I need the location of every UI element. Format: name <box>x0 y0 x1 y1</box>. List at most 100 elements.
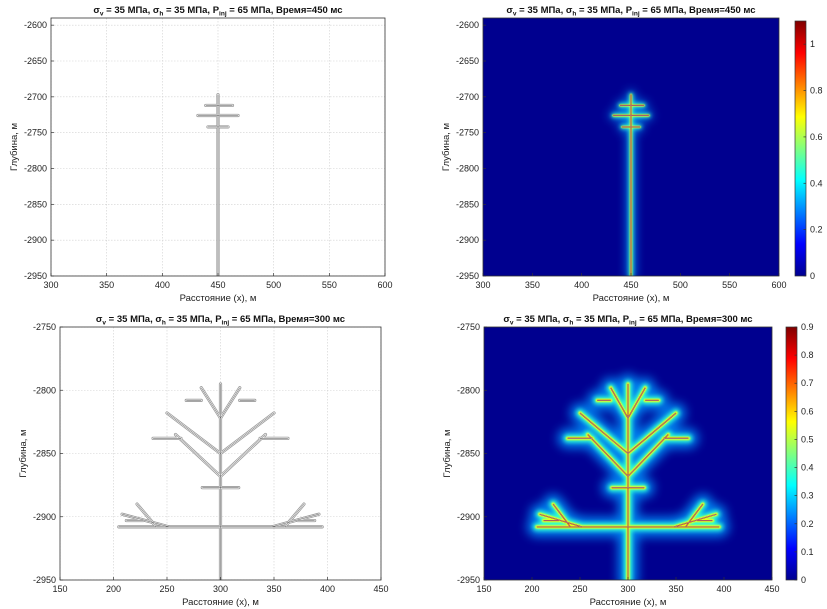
fracture-outline <box>627 412 677 454</box>
fracture-outline <box>685 503 704 528</box>
colorbar <box>785 326 798 581</box>
y-tick-label: -2800 <box>33 385 56 395</box>
colorbar-tick-label: 0 <box>801 575 806 585</box>
chart-title: σv = 35 МПа, σh = 35 МПа, Pinj = 65 МПа,… <box>503 314 752 327</box>
fracture-outline <box>552 503 571 528</box>
y-tick-label: -2700 <box>24 92 47 102</box>
y-tick-label: -2950 <box>457 575 480 585</box>
x-tick-label: 450 <box>373 584 388 594</box>
x-tick-label: 200 <box>524 584 539 594</box>
x-axis-label: Расстояние (x), м <box>180 293 257 304</box>
colorbar-tick-label: 0.7 <box>801 378 814 388</box>
y-axis-label: Глубина, м <box>18 429 29 477</box>
y-tick-label: -2900 <box>456 235 479 245</box>
x-tick-label: 400 <box>155 280 170 290</box>
x-axis-label: Расстояние (x), м <box>593 293 670 304</box>
y-tick-label: -2850 <box>457 449 480 459</box>
y-tick-label: -2850 <box>24 199 47 209</box>
x-tick-label: 300 <box>620 584 635 594</box>
fracture-outline <box>587 434 629 477</box>
y-tick-label: -2800 <box>457 385 480 395</box>
fracture-line <box>136 503 157 528</box>
x-tick-label: 150 <box>52 584 67 594</box>
y-tick-label: -2950 <box>456 271 479 281</box>
x-tick-label: 350 <box>266 584 281 594</box>
y-tick-label: -2750 <box>457 322 480 332</box>
y-axis-label: Глубина, м <box>9 123 20 171</box>
y-tick-label: -2950 <box>24 271 47 281</box>
colorbar-tick-label: 0.6 <box>801 406 814 416</box>
x-tick-label: 450 <box>623 280 638 290</box>
y-tick-label: -2800 <box>24 164 47 174</box>
y-tick-label: -2750 <box>456 128 479 138</box>
chart-title: σv = 35 МПа, σh = 35 МПа, Pinj = 65 МПа,… <box>93 5 342 18</box>
plot-content <box>526 373 730 580</box>
colorbar-tick-label: 0.4 <box>810 178 823 188</box>
x-tick-label: 550 <box>722 280 737 290</box>
panel-bottom-left: 150 200 250 300 350 400 450 -2750 -2800 -2850 -290… <box>18 314 389 608</box>
panel-bottom-right: 150 200 250 300 350 400 450 -2750 -2800 -2850 -290… <box>442 314 814 608</box>
colorbar-tick-label: 0.2 <box>801 519 814 529</box>
chart-title: σv = 35 МПа, σh = 35 МПа, Pinj = 65 МПа,… <box>506 5 755 18</box>
y-tick-label: -2950 <box>33 575 56 585</box>
fracture-line <box>220 387 240 419</box>
y-tick-label: -2900 <box>457 512 480 522</box>
x-tick-label: 450 <box>764 584 779 594</box>
x-tick-label: 400 <box>320 584 335 594</box>
fracture-outline <box>539 513 583 528</box>
fracture-line <box>271 513 320 528</box>
y-tick-label: -2700 <box>456 92 479 102</box>
x-tick-label: 500 <box>673 280 688 290</box>
colorbar-tick-label: 1 <box>810 39 815 49</box>
plot-content <box>609 90 653 276</box>
colorbar-tick-label: 0.9 <box>801 322 814 332</box>
colorbar-tick-label: 0.2 <box>810 225 823 235</box>
y-tick-label: -2600 <box>456 20 479 30</box>
x-tick-label: 600 <box>377 280 392 290</box>
colorbar-tick-label: 0.1 <box>801 547 814 557</box>
x-tick-label: 500 <box>266 280 281 290</box>
y-tick-label: -2900 <box>33 512 56 522</box>
x-tick-label: 400 <box>716 584 731 594</box>
fracture-line <box>284 503 305 528</box>
x-tick-label: 400 <box>574 280 589 290</box>
y-axis-label: Глубина, м <box>442 429 453 477</box>
y-tick-label: -2750 <box>24 128 47 138</box>
y-tick-label: -2750 <box>33 322 56 332</box>
x-tick-label: 350 <box>525 280 540 290</box>
fracture-line <box>175 434 221 477</box>
y-tick-label: -2800 <box>456 164 479 174</box>
y-tick-label: -2650 <box>24 56 47 66</box>
x-tick-label: 150 <box>476 584 491 594</box>
fracture-outline <box>627 434 669 477</box>
fracture-line <box>220 412 275 454</box>
plot-content <box>60 327 381 580</box>
fracture-outline <box>610 387 629 419</box>
x-tick-label: 300 <box>475 280 490 290</box>
x-tick-label: 250 <box>572 584 587 594</box>
colorbar <box>794 20 807 277</box>
y-tick-label: -2850 <box>33 449 56 459</box>
panel-top-right: 300 350 400 450 500 550 600 -2600 -2650 -2700 -275… <box>441 5 823 304</box>
x-tick-label: 300 <box>43 280 58 290</box>
colorbar-tick-label: 0.3 <box>801 491 814 501</box>
plot-content <box>51 18 385 276</box>
fracture-outline <box>673 513 717 528</box>
fracture-outline <box>579 412 629 454</box>
x-tick-label: 350 <box>99 280 114 290</box>
y-tick-label: -2900 <box>24 235 47 245</box>
x-tick-label: 450 <box>210 280 225 290</box>
colorbar-tick-label: 0 <box>810 271 815 281</box>
x-axis-label: Расстояние (x), м <box>590 597 667 608</box>
fracture-outline <box>627 387 646 419</box>
x-tick-label: 600 <box>771 280 786 290</box>
x-tick-label: 350 <box>668 584 683 594</box>
x-tick-label: 550 <box>322 280 337 290</box>
colorbar-tick-label: 0.8 <box>801 350 814 360</box>
panel-top-left: 300 350 400 450 500 550 600 -2600 -2650 -2700 -275… <box>9 5 393 304</box>
chart-title: σv = 35 МПа, σh = 35 МПа, Pinj = 65 МПа,… <box>96 314 345 327</box>
y-tick-label: -2600 <box>24 20 47 30</box>
y-tick-label: -2650 <box>456 56 479 66</box>
x-tick-label: 200 <box>106 584 121 594</box>
